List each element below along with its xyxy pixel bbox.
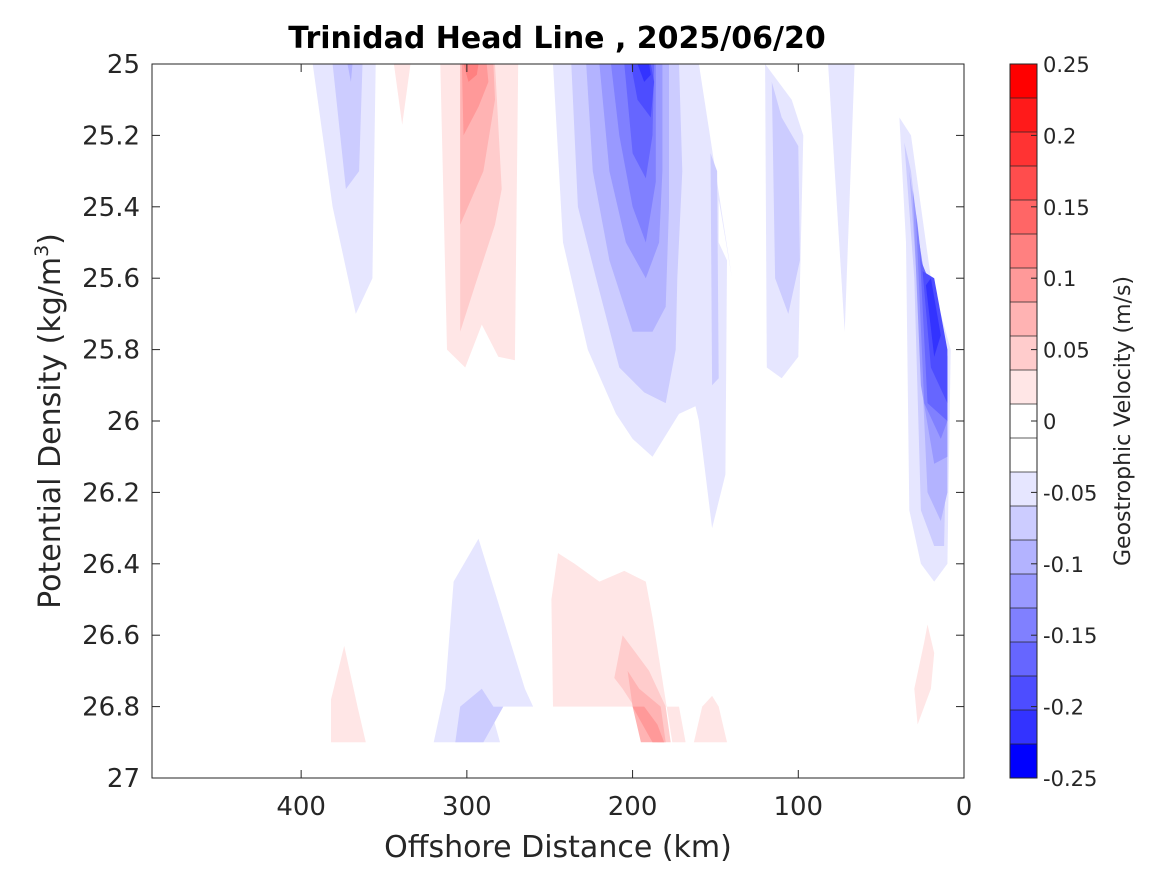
x-axis-title: Offshore Distance (km) <box>384 830 732 865</box>
colorbar-level <box>1010 302 1037 337</box>
y-axis-title-close: ) <box>33 233 68 245</box>
contour-region-31 <box>455 688 504 743</box>
y-axis-ticks: 25 25.2 25.4 25.6 25.8 26 26.2 26.4 26.6 26.8 27 <box>82 50 964 794</box>
y-axis-title: Potential Density (kg/m3) <box>31 233 68 609</box>
colorbar-level <box>1010 132 1037 167</box>
colorbar-level <box>1010 540 1037 575</box>
y-tick-label: 25.6 <box>82 264 140 294</box>
colorbar-tick-label: -0.05 <box>1043 481 1097 505</box>
colorbar-levels <box>1010 64 1037 779</box>
contour-region-30 <box>433 538 534 743</box>
plot-area: 400 300 200 100 0 25 25.2 25.4 25.6 25.8 26 26.2 26… <box>82 50 972 822</box>
y-axis-title-main: Potential Density (kg/m <box>33 257 68 609</box>
contour-region-1 <box>332 64 363 189</box>
colorbar-tick-label: -0.15 <box>1043 624 1097 648</box>
colorbar-tick-label: -0.25 <box>1043 767 1097 791</box>
contour-region-36 <box>331 645 366 743</box>
colorbar-tick-label: 0.05 <box>1043 339 1090 363</box>
x-tick-label: 300 <box>442 792 492 822</box>
x-axis-ticks: 400 300 200 100 0 <box>276 64 972 822</box>
colorbar-level <box>1010 336 1037 371</box>
y-tick-label: 25.8 <box>82 336 140 366</box>
contour-region-29 <box>925 278 941 357</box>
colorbar-level <box>1010 166 1037 201</box>
y-tick-label: 25.4 <box>82 193 140 223</box>
contour-region-18 <box>710 153 719 386</box>
x-tick-label: 100 <box>773 792 823 822</box>
colorbar-level <box>1010 268 1037 303</box>
colorbar-level <box>1010 234 1037 269</box>
colorbar-tick-label: -0.2 <box>1043 696 1084 720</box>
colorbar-level <box>1010 608 1037 643</box>
colorbar-level <box>1010 64 1037 99</box>
contour-region-37 <box>693 695 727 743</box>
contour-region-35 <box>632 706 665 743</box>
colorbar-level <box>1010 744 1037 779</box>
colorbar-level <box>1010 98 1037 133</box>
x-tick-label: 0 <box>956 792 973 822</box>
colorbar-tick-label: 0.1 <box>1043 267 1076 291</box>
y-tick-label: 26.4 <box>82 550 140 580</box>
colorbar-level <box>1010 574 1037 609</box>
contour-region-20 <box>771 81 800 314</box>
colorbar-level <box>1010 642 1037 677</box>
colorbar-tick-label: 0.25 <box>1043 53 1090 77</box>
y-tick-label: 25.2 <box>82 121 140 151</box>
colorbar-title: Geostrophic Velocity (m/s) <box>1111 276 1136 566</box>
colorbar-level <box>1010 506 1037 541</box>
y-tick-label: 26.2 <box>82 478 140 508</box>
y-tick-label: 27 <box>107 764 140 794</box>
y-tick-label: 25 <box>107 50 140 80</box>
colorbar-tick-label: 0.15 <box>1043 196 1090 220</box>
contour-region-16 <box>637 64 651 82</box>
colorbar-tick-label: 0 <box>1043 410 1056 434</box>
colorbar: 0.25 0.2 0.15 0.1 0.05 0 -0.05 -0.1 -0.15 -0.2 -0.… <box>1009 53 1097 791</box>
y-tick-label: 26.6 <box>82 621 140 651</box>
colorbar-level <box>1010 438 1037 473</box>
colorbar-level <box>1010 200 1037 235</box>
contour-regions <box>312 64 951 743</box>
chart-title: Trinidad Head Line , 2025/06/20 <box>288 21 825 56</box>
colorbar-ticks: 0.25 0.2 0.15 0.1 0.05 0 -0.05 -0.1 -0.15 -0.2 -0.… <box>1031 53 1097 791</box>
colorbar-level <box>1010 676 1037 711</box>
contour-region-38 <box>914 624 935 725</box>
y-axis-title-superscript: 3 <box>31 245 53 257</box>
colorbar-tick-label: 0.2 <box>1043 124 1076 148</box>
colorbar-tick-label: -0.1 <box>1043 553 1084 577</box>
colorbar-level <box>1010 472 1037 507</box>
contour-region-21 <box>828 64 855 332</box>
x-tick-label: 400 <box>276 792 326 822</box>
colorbar-level <box>1010 710 1037 745</box>
contour-region-3 <box>393 64 411 125</box>
colorbar-level <box>1010 370 1037 405</box>
y-tick-label: 26 <box>107 407 140 437</box>
y-tick-label: 26.8 <box>82 693 140 723</box>
contour-region-2 <box>347 64 353 82</box>
x-tick-label: 200 <box>608 792 658 822</box>
